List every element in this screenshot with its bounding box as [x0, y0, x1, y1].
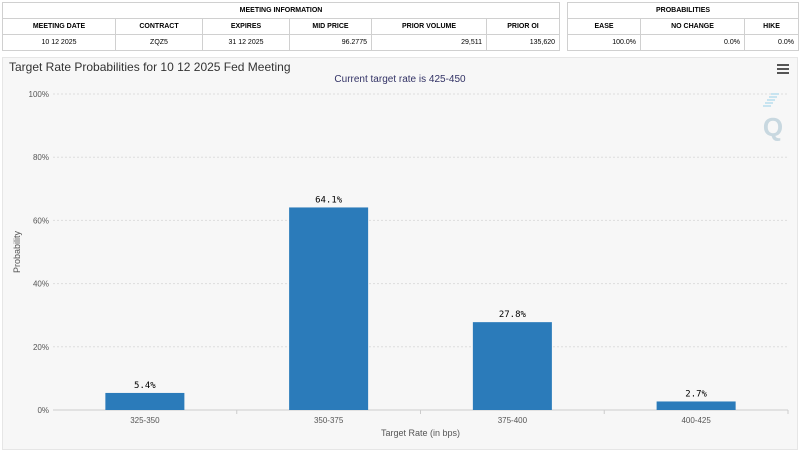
expires-value: 31 12 2025 — [202, 34, 290, 51]
contract-value: ZQZ5 — [115, 34, 203, 51]
col-no-change: NO CHANGE — [640, 18, 745, 35]
meeting-information-table: MEETING INFORMATION MEETING DATE CONTRAC… — [1, 2, 561, 51]
table-row: 10 12 2025 ZQZ5 31 12 2025 96.2775 29,51… — [2, 34, 561, 51]
probabilities-table: PROBABILITIES EASE NO CHANGE HIKE 100.0%… — [566, 2, 800, 51]
chart-panel: 0% 20% 40% 60% 80% 100% 5.4% 325-350 64.1% 350-37… — [2, 57, 798, 450]
col-prior-volume: PRIOR VOLUME — [371, 18, 487, 35]
bar — [656, 401, 736, 410]
bar — [105, 392, 185, 410]
col-ease: EASE — [567, 18, 641, 35]
ease-value: 100.0% — [567, 34, 641, 51]
bar — [472, 322, 552, 410]
data-label: 27.8% — [499, 310, 527, 320]
x-tick-label: 400-425 — [681, 416, 711, 425]
chart-subtitle: Current target rate is 425-450 — [334, 74, 466, 85]
col-contract: CONTRACT — [115, 18, 203, 35]
col-prior-oi: PRIOR OI — [485, 18, 561, 35]
y-tick-label: 100% — [29, 90, 49, 99]
data-label: 2.7% — [685, 389, 707, 399]
hamburger-menu-icon[interactable] — [777, 64, 789, 74]
data-label: 64.1% — [315, 195, 343, 205]
col-expires: EXPIRES — [202, 18, 290, 35]
x-tick-label: 350-375 — [314, 416, 344, 425]
x-axis-title: Target Rate (in bps) — [381, 428, 460, 438]
y-tick-label: 40% — [33, 280, 49, 289]
y-tick-label: 60% — [33, 216, 49, 225]
mid-price-value: 96.2775 — [289, 34, 372, 51]
col-hike: HIKE — [743, 18, 800, 35]
y-tick-label: 20% — [33, 343, 49, 352]
hike-value: 0.0% — [743, 34, 800, 51]
prior-volume-value: 29,511 — [371, 34, 487, 51]
x-tick-label: 325-350 — [130, 416, 160, 425]
y-axis-title: Probability — [12, 230, 22, 273]
meeting-information-header: MEETING INFORMATION — [1, 2, 561, 19]
col-mid-price: MID PRICE — [289, 18, 372, 35]
bar — [289, 207, 369, 410]
table-row: 100.0% 0.0% 0.0% — [567, 34, 800, 51]
no-change-value: 0.0% — [640, 34, 745, 51]
prior-oi-value: 135,620 — [485, 34, 561, 51]
col-meeting-date: MEETING DATE — [2, 18, 116, 35]
bar-chart: 0% 20% 40% 60% 80% 100% 5.4% 325-350 64.1% 350-37… — [12, 90, 789, 438]
logo-icon: Q — [763, 112, 783, 142]
probabilities-header: PROBABILITIES — [566, 2, 800, 19]
y-tick-label: 0% — [37, 406, 49, 415]
chart-title: Target Rate Probabilities for 10 12 2025… — [9, 60, 291, 74]
data-label: 5.4% — [134, 381, 156, 391]
x-tick-label: 375-400 — [498, 416, 528, 425]
meeting-date-value: 10 12 2025 — [2, 34, 116, 51]
y-tick-label: 80% — [33, 153, 49, 162]
